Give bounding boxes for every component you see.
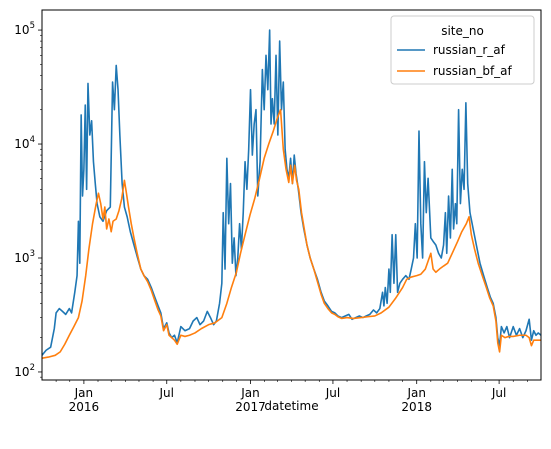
y-axis: 102 103 104 105 [14, 21, 42, 379]
x-tick-label: Jul [325, 386, 340, 400]
y-tick-label: 103 [14, 249, 35, 265]
y-tick-label: 104 [14, 135, 35, 151]
legend-label-russian-bf-af: russian_bf_af [433, 64, 513, 78]
x-tick-year-label: 2017 [235, 400, 266, 414]
series-line-russian-bf-af [42, 108, 541, 360]
x-tick-label: Jan [406, 386, 426, 400]
x-tick-label: Jan [74, 386, 94, 400]
legend-frame [390, 15, 535, 85]
legend-title: site_no [441, 24, 484, 38]
x-tick-label: Jul [159, 386, 174, 400]
x-tick-label: Jan [240, 386, 260, 400]
y-tick-label: 102 [14, 363, 35, 379]
series-layer [42, 29, 541, 360]
x-tick-year-label: 2016 [69, 400, 100, 414]
legend: site_no russian_r_af russian_bf_af [390, 15, 535, 85]
series-line-russian-r-af [42, 29, 541, 356]
x-tick-year-label: 2018 [401, 400, 432, 414]
legend-label-russian-r-af: russian_r_af [433, 43, 506, 57]
x-tick-label: Jul [491, 386, 506, 400]
x-axis-title: datetime [264, 399, 318, 413]
y-tick-label: 105 [14, 21, 35, 37]
